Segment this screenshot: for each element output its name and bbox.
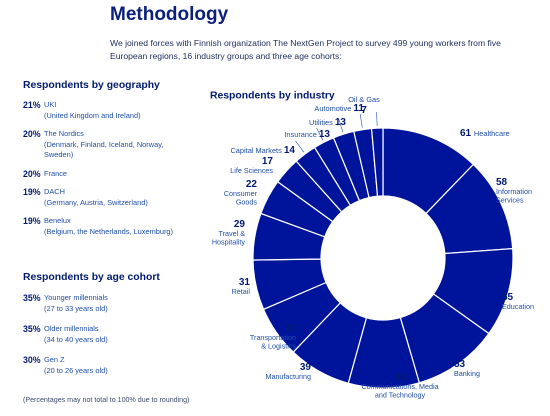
geo-pct: 19% <box>23 187 41 197</box>
geo-pct: 19% <box>23 216 41 226</box>
label-name: Oil & Gas <box>348 95 380 104</box>
label-value: 17 <box>262 156 274 167</box>
geo-item-benelux: 19% Benelux (Belgium, the Netherlands, L… <box>23 216 203 237</box>
age-name: Younger millennials <box>44 293 108 302</box>
age-title: Respondents by age cohort <box>23 272 160 283</box>
label-value: 39 <box>300 362 312 373</box>
page-title: Methodology <box>110 4 229 25</box>
age-item-younger: 35% Younger millennials (27 to 33 years … <box>23 293 203 314</box>
leader-line-utilities <box>338 118 344 133</box>
label-insurance: Insurance 13 <box>284 129 330 140</box>
label-name: Information <box>496 187 532 196</box>
industry-donut-chart: Respondents by industry 61 Healthcare58I… <box>210 90 534 400</box>
label-value: 53 <box>454 359 466 370</box>
label-value: 22 <box>246 179 258 190</box>
label-utilities: Utilities 13 <box>309 117 346 128</box>
label-name: Hospitality <box>212 238 246 247</box>
chart-title: Respondents by industry <box>210 90 335 101</box>
donut-slices <box>252 127 514 389</box>
geo-detail: (Belgium, the Netherlands, Luxemburg) <box>44 226 173 236</box>
leader-line-oil-gas <box>376 112 378 127</box>
label-text: Capital Markets 14 <box>230 145 295 156</box>
geography-list: 21% UKI (United Kingdom and Ireland) 20%… <box>23 100 203 245</box>
label-name: & Logistics <box>261 342 296 351</box>
label-value: 7 <box>361 105 367 116</box>
intro-text: We joined forces with Finnish organizati… <box>110 38 501 61</box>
label-name: Transportation <box>250 333 296 342</box>
age-pct: 30% <box>23 355 41 365</box>
label-name: Life Sciences <box>230 166 273 175</box>
age-list: 35% Younger millennials (27 to 33 years … <box>23 293 203 386</box>
geo-name: DACH <box>44 187 65 196</box>
geo-name: Benelux <box>44 216 71 225</box>
age-pct: 35% <box>23 293 41 303</box>
label-value: 55 <box>502 292 514 303</box>
age-name: Gen Z <box>44 355 65 364</box>
leader-line-insurance <box>316 127 324 141</box>
age-detail: (27 to 33 years old) <box>44 303 108 313</box>
label-name: Consumer <box>224 189 258 198</box>
label-value: 58 <box>496 177 508 188</box>
age-detail: (34 to 40 years old) <box>44 334 108 344</box>
geo-item-uki: 21% UKI (United Kingdom and Ireland) <box>23 100 203 121</box>
label-name: Banking <box>454 369 480 378</box>
label-text: Insurance 13 <box>284 129 330 140</box>
label-name: Services <box>496 196 524 205</box>
geo-name: France <box>44 168 68 178</box>
age-detail: (20 to 26 years old) <box>44 365 108 375</box>
label-name: and Technology <box>375 391 426 400</box>
rounding-note: (Percentages may not total to 100% due t… <box>23 396 190 404</box>
label-text: Automotive 11 <box>314 103 364 114</box>
leader-line-capital-markets <box>295 140 305 153</box>
label-text: 61 Healthcare <box>460 128 510 139</box>
label-capital-markets: Capital Markets 14 <box>230 145 295 156</box>
label-text: Utilities 13 <box>309 117 346 128</box>
geo-detail: (Denmark, Finland, Iceland, Norway, Swed… <box>44 139 164 160</box>
label-value: 32 <box>285 323 297 334</box>
geo-detail: (United Kingdom and Ireland) <box>44 110 141 120</box>
geo-detail: (Germany, Austria, Switzerland) <box>44 197 148 207</box>
label-value: 31 <box>239 277 251 288</box>
geography-title: Respondents by geography <box>23 80 160 91</box>
label-automotive: Automotive 11 <box>314 103 364 114</box>
leader-line-automotive <box>359 113 363 128</box>
geo-item-nordics: 20% The Nordics (Denmark, Finland, Icela… <box>23 129 203 161</box>
geo-name: UKI <box>44 100 57 109</box>
age-name: Older millennials <box>44 324 99 333</box>
label-healthcare: 61 Healthcare <box>460 128 510 139</box>
label-name: Education <box>502 302 534 311</box>
label-name: Travel & <box>219 229 246 238</box>
slice-oil-gas <box>370 127 384 197</box>
label-name: Goods <box>236 198 258 207</box>
geo-name: The Nordics <box>44 129 84 138</box>
age-item-older: 35% Older millennials (34 to 40 years ol… <box>23 324 203 345</box>
age-pct: 35% <box>23 324 41 334</box>
label-name: Communications, Media <box>361 382 438 391</box>
geo-pct: 20% <box>23 168 41 179</box>
label-value: 44 <box>394 372 406 383</box>
age-item-genz: 30% Gen Z (20 to 26 years old) <box>23 355 203 376</box>
label-name: Retail <box>232 287 251 296</box>
geo-item-france: 20% France <box>23 169 203 180</box>
geo-pct: 21% <box>23 100 41 110</box>
label-value: 29 <box>234 219 246 230</box>
geo-pct: 20% <box>23 129 41 139</box>
label-name: Manufacturing <box>265 372 311 381</box>
geo-item-dach: 19% DACH (Germany, Austria, Switzerland) <box>23 187 203 208</box>
